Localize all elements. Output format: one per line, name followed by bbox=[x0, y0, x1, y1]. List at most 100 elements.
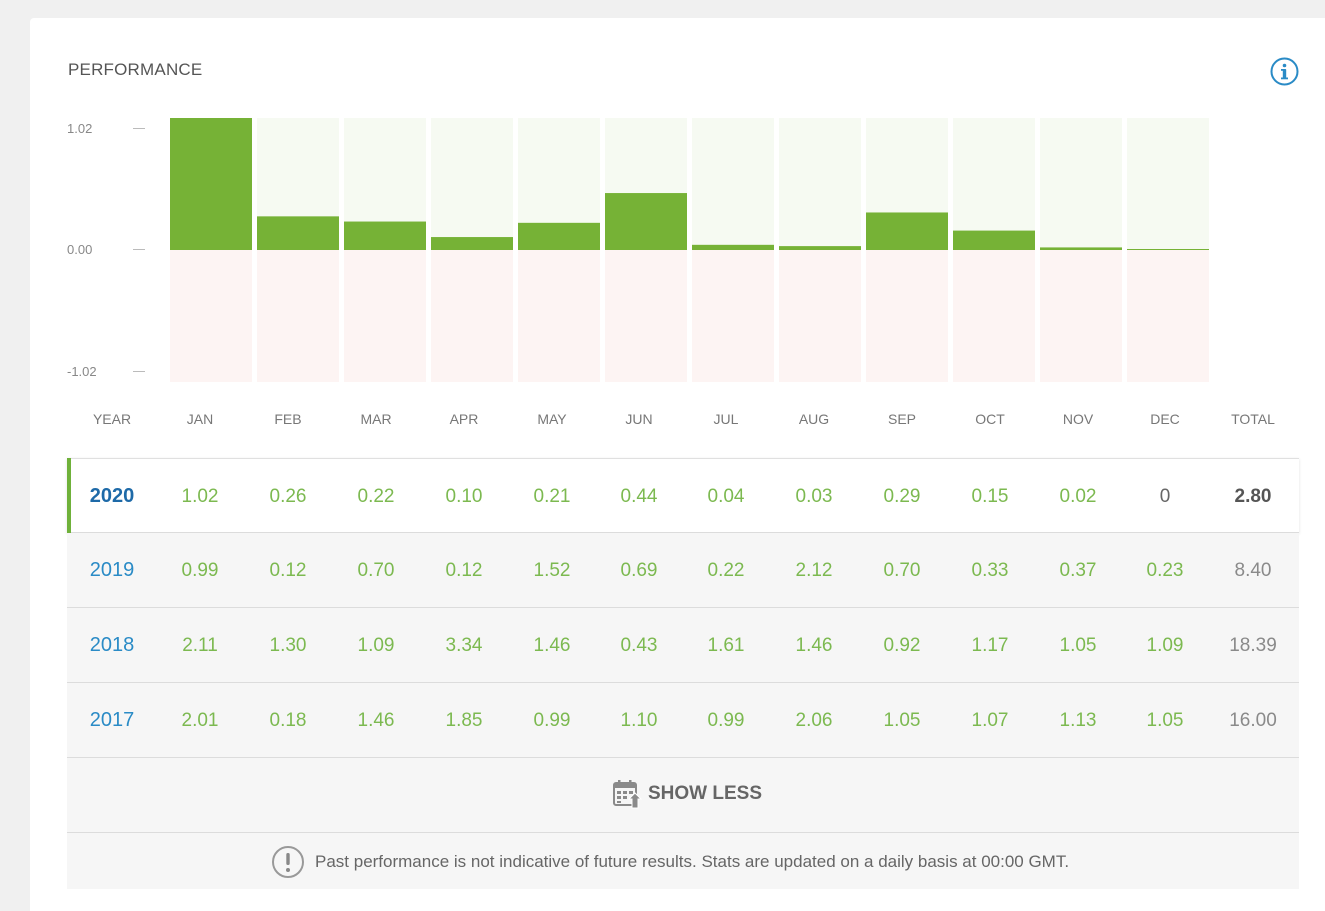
month-value-cell: 2.12 bbox=[795, 560, 833, 581]
total-cell: 2.80 bbox=[1234, 486, 1272, 507]
month-value-cell: 3.34 bbox=[445, 635, 483, 656]
table-row-2018[interactable]: 2018 2.11 1.30 1.09 3.34 1.46 0.43 1.61 1.46 0.92… bbox=[67, 608, 1299, 683]
column-header-total: TOTAL bbox=[1231, 411, 1275, 427]
y-tick-mark bbox=[133, 249, 145, 250]
chart-bg-negative-nov bbox=[1040, 250, 1122, 382]
chart-bar-feb[interactable] bbox=[257, 216, 339, 250]
month-value-cell: 0.10 bbox=[445, 486, 483, 507]
column-header-nov: NOV bbox=[1062, 411, 1094, 427]
column-header-year: YEAR bbox=[92, 411, 132, 427]
month-value-cell: 0.22 bbox=[707, 560, 745, 581]
month-value-cell: 1.46 bbox=[795, 635, 833, 656]
column-header-mar: MAR bbox=[360, 411, 392, 427]
month-value-cell: 0.37 bbox=[1059, 560, 1097, 581]
month-value-cell: 1.13 bbox=[1059, 710, 1097, 731]
column-header-oct: OCT bbox=[975, 411, 1005, 427]
month-value-cell: 0.02 bbox=[1059, 486, 1097, 507]
chart-bg-negative-oct bbox=[953, 250, 1035, 382]
y-tick-mark bbox=[133, 128, 145, 129]
table-row-2020[interactable]: 2020 1.02 0.26 0.22 0.10 0.21 0.44 0.04 0.03 0.29… bbox=[67, 458, 1299, 533]
month-value-cell: 0.12 bbox=[445, 560, 483, 581]
month-value-cell: 1.09 bbox=[357, 635, 395, 656]
chart-bar-jun[interactable] bbox=[605, 193, 687, 250]
table-row-2019[interactable]: 2019 0.99 0.12 0.70 0.12 1.52 0.69 0.22 2.12 0.70… bbox=[67, 533, 1299, 608]
column-header-dec: DEC bbox=[1150, 411, 1180, 427]
column-header-apr: APR bbox=[449, 411, 479, 427]
month-value-cell: 0.99 bbox=[181, 560, 219, 581]
total-cell: 8.40 bbox=[1234, 560, 1272, 581]
year-cell[interactable]: 2017 bbox=[89, 709, 135, 731]
chart-bg-negative-dec bbox=[1127, 250, 1209, 382]
month-value-cell: 1.05 bbox=[1059, 635, 1097, 656]
month-value-cell: 0.92 bbox=[883, 635, 921, 656]
month-value-cell: 0 bbox=[1159, 486, 1171, 507]
chart-bar-may[interactable] bbox=[518, 222, 600, 250]
month-value-cell: 1.05 bbox=[1146, 710, 1184, 731]
y-tick-label-zero: 0.00 bbox=[67, 242, 93, 257]
chart-bar-apr[interactable] bbox=[431, 237, 513, 250]
column-header-sep: SEP bbox=[887, 411, 916, 427]
month-value-cell: 0.12 bbox=[269, 560, 307, 581]
month-value-cell: 0.69 bbox=[620, 560, 658, 581]
total-cell: 16.00 bbox=[1229, 710, 1277, 731]
chart-bg-positive-nov bbox=[1040, 118, 1122, 250]
year-cell[interactable]: 2019 bbox=[89, 559, 135, 581]
chart-bar-dec[interactable] bbox=[1127, 249, 1209, 250]
chart-bg-positive-dec bbox=[1127, 118, 1209, 250]
y-tick-mark bbox=[133, 371, 145, 372]
y-tick-label-bottom: -1.02 bbox=[67, 364, 97, 379]
calendar-arrow-icon bbox=[613, 780, 643, 809]
disclaimer-bar: Past performance is not indicative of fu… bbox=[67, 833, 1299, 889]
chart-bar-jan[interactable] bbox=[170, 118, 252, 250]
column-header-feb: FEB bbox=[274, 411, 302, 427]
chart-bg-negative-jul bbox=[692, 250, 774, 382]
chart-bar-sep[interactable] bbox=[866, 212, 948, 250]
chart-bg-negative-apr bbox=[431, 250, 513, 382]
month-value-cell: 0.70 bbox=[883, 560, 921, 581]
month-value-cell: 2.01 bbox=[181, 710, 219, 731]
month-value-cell: 1.30 bbox=[269, 635, 307, 656]
performance-bar-chart bbox=[170, 118, 1209, 382]
chart-bg-positive-aug bbox=[779, 118, 861, 250]
month-value-cell: 0.70 bbox=[357, 560, 395, 581]
month-value-cell: 0.44 bbox=[620, 486, 658, 507]
year-cell[interactable]: 2020 bbox=[89, 485, 135, 507]
month-value-cell: 0.18 bbox=[269, 710, 307, 731]
disclaimer-text: Past performance is not indicative of fu… bbox=[315, 852, 1070, 871]
month-value-cell: 0.03 bbox=[795, 486, 833, 507]
info-icon[interactable] bbox=[1270, 57, 1299, 86]
month-value-cell: 1.17 bbox=[971, 635, 1009, 656]
show-less-button[interactable]: SHOW LESS bbox=[612, 776, 762, 812]
month-value-cell: 1.02 bbox=[181, 486, 219, 507]
month-value-cell: 0.99 bbox=[533, 710, 571, 731]
chart-bg-positive-jul bbox=[692, 118, 774, 250]
y-tick-label-top: 1.02 bbox=[67, 121, 93, 136]
chart-bar-aug[interactable] bbox=[779, 246, 861, 250]
column-header-aug: AUG bbox=[798, 411, 830, 427]
month-value-cell: 0.33 bbox=[971, 560, 1009, 581]
month-value-cell: 0.29 bbox=[883, 486, 921, 507]
year-cell[interactable]: 2018 bbox=[89, 634, 135, 656]
month-value-cell: 1.52 bbox=[533, 560, 571, 581]
column-header-jul: JUL bbox=[713, 411, 739, 427]
column-header-may: MAY bbox=[537, 411, 567, 427]
month-value-cell: 1.07 bbox=[971, 710, 1009, 731]
column-header-jun: JUN bbox=[625, 411, 653, 427]
table-row-2017[interactable]: 2017 2.01 0.18 1.46 1.85 0.99 1.10 0.99 2.06 1.05… bbox=[67, 683, 1299, 758]
month-value-cell: 0.04 bbox=[707, 486, 745, 507]
month-value-cell: 0.21 bbox=[533, 486, 571, 507]
month-value-cell: 1.10 bbox=[620, 710, 658, 731]
chart-bg-negative-jan bbox=[170, 250, 252, 382]
chart-bg-negative-mar bbox=[344, 250, 426, 382]
chart-bar-jul[interactable] bbox=[692, 244, 774, 250]
chart-bar-oct[interactable] bbox=[953, 230, 1035, 250]
month-value-cell: 1.05 bbox=[883, 710, 921, 731]
chart-bar-nov[interactable] bbox=[1040, 247, 1122, 250]
chart-bg-negative-may bbox=[518, 250, 600, 382]
column-header-jan: JAN bbox=[186, 411, 214, 427]
chart-bg-positive-apr bbox=[431, 118, 513, 250]
chart-bar-mar[interactable] bbox=[344, 221, 426, 250]
chart-bg-negative-sep bbox=[866, 250, 948, 382]
month-value-cell: 1.09 bbox=[1146, 635, 1184, 656]
month-value-cell: 0.22 bbox=[357, 486, 395, 507]
